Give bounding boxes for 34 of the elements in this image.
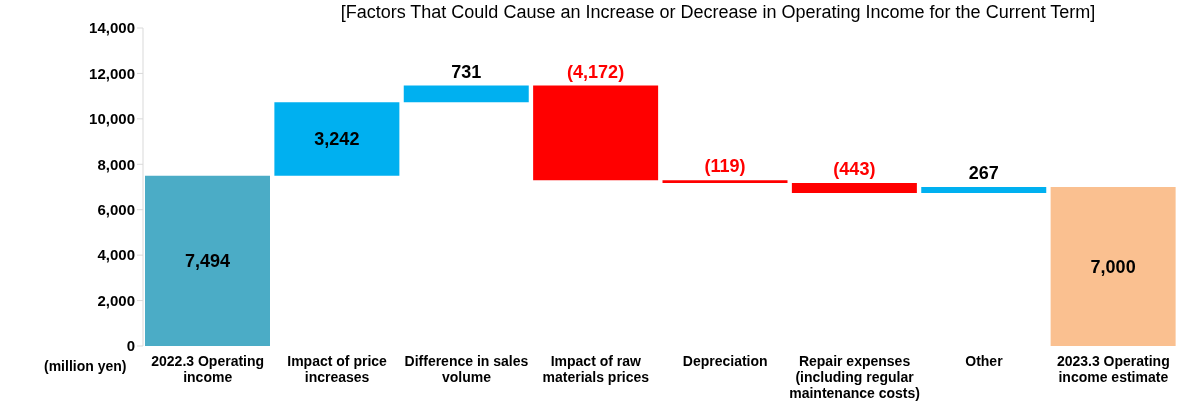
bar — [662, 180, 788, 183]
data-label: 267 — [968, 163, 999, 183]
x-tick-label: 2022.3 Operating income — [151, 353, 265, 385]
y-tick-label: 6,000 — [97, 201, 135, 219]
y-tick-label: 2,000 — [97, 291, 135, 309]
y-tick-label: 8,000 — [97, 155, 135, 173]
x-axis-title: (million yen) — [44, 358, 127, 374]
x-tick-label: Repair expenses (including regular maintenance costs) — [789, 353, 920, 401]
bar — [403, 85, 529, 103]
bar — [791, 183, 917, 194]
x-tick-label: Difference in sales volume — [404, 353, 529, 385]
x-tick-label: Depreciation — [682, 353, 768, 369]
bar — [921, 187, 1047, 194]
data-label: 731 — [451, 61, 482, 82]
data-label: 7,000 — [1090, 256, 1136, 277]
x-tick-label: Other — [965, 353, 1004, 369]
y-tick-label: 4,000 — [97, 246, 135, 264]
data-label: (443) — [833, 159, 876, 179]
chart-title: [Factors That Could Cause an Increase or Decrease in Operating Income for the Current Term] — [339, 2, 1097, 23]
bar — [1050, 187, 1176, 346]
data-label: (119) — [704, 156, 746, 177]
bar — [145, 175, 270, 346]
data-label: 7,494 — [184, 250, 231, 271]
y-tick-label: 0 — [126, 337, 135, 355]
data-label: (4,172) — [567, 61, 625, 82]
y-tick-label: 10,000 — [89, 110, 135, 128]
y-tick-label: 12,000 — [89, 64, 135, 82]
bar — [533, 85, 659, 181]
x-tick-label: Impact of raw materials prices — [542, 353, 650, 385]
x-tick-label: 2023.3 Operating income estimate — [1056, 353, 1170, 385]
data-label: 3,242 — [314, 128, 360, 149]
x-tick-label: Impact of price increases — [287, 353, 388, 385]
y-tick-label: 14,000 — [89, 19, 135, 37]
bar — [274, 102, 400, 176]
